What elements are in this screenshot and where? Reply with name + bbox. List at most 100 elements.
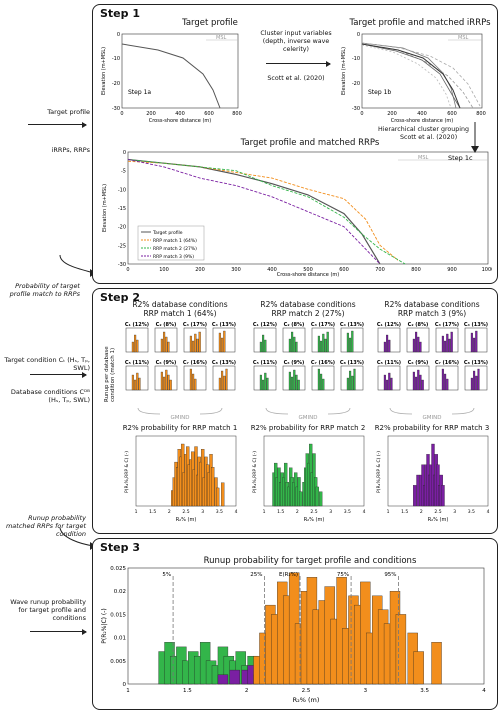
condition-label: C₂ (8%) <box>156 322 177 328</box>
db-conditions-title: R2% database conditions <box>132 300 228 309</box>
xtick: 3 <box>329 509 332 515</box>
gmind-label: GMIND <box>171 415 190 420</box>
xtick: 1.5 <box>401 509 408 515</box>
mini-bar <box>386 379 389 391</box>
mini-bar <box>475 375 478 391</box>
ytick: -20 <box>352 81 360 87</box>
mini-bar <box>446 333 449 353</box>
rrp-match-title: RRP match 1 (64%) <box>143 309 217 318</box>
condition-label: C₁ (12%) <box>253 322 277 328</box>
hier-arrow <box>471 122 479 153</box>
mini-bar <box>297 379 300 391</box>
mini-bar <box>473 370 476 391</box>
step3-chart-title: Runup probability for target profile and… <box>203 556 417 566</box>
xtick: 4 <box>487 509 490 515</box>
gmind-brace <box>137 407 223 415</box>
step1a-yticks: 0 -10 -20 -30 <box>112 32 120 112</box>
ytick: 0 <box>123 682 127 688</box>
condition-label: C₃ (17%) <box>435 322 459 328</box>
mini-bar <box>221 337 224 353</box>
prob-xlabel: R₂% (m) <box>304 517 325 523</box>
mini-bar <box>412 371 415 391</box>
step3-xticks: 1 1.5 2 2.5 3 3.5 4 <box>126 688 486 694</box>
prob-chart: 1 1.5 2 2.5 3 3.5 4 R₂% (m) P(R₂%,RRP & C) (-) <box>376 435 490 523</box>
gmind-label: GMIND <box>423 415 442 420</box>
step1b-irrp-line <box>361 42 457 109</box>
step1-title: Step 1 <box>100 7 140 20</box>
mini-bar <box>417 336 420 353</box>
mini-bar <box>163 376 166 391</box>
mini-bar <box>196 338 199 353</box>
mini-bar <box>448 338 451 353</box>
condition-label: C₅ (11%) <box>377 360 401 366</box>
condition-label: C₇ (16%) <box>183 360 207 366</box>
mini-bar <box>470 377 473 391</box>
xtick: 2.5 <box>302 688 311 694</box>
mini-bar <box>317 335 320 353</box>
xtick: 600 <box>204 111 214 117</box>
mini-bar <box>264 372 267 391</box>
mini-bar <box>259 374 262 391</box>
mini-bar <box>291 331 294 353</box>
xtick: 2.5 <box>310 509 317 515</box>
mini-bar <box>450 331 453 353</box>
step1c-plot-frame <box>127 151 489 265</box>
percentile-label: 75% <box>337 572 349 578</box>
mini-bar <box>317 368 320 391</box>
condition-label: C₁ (12%) <box>377 322 401 328</box>
mini-bar <box>415 331 418 353</box>
condition-label: C₃ (17%) <box>183 322 207 328</box>
xtick: 3.5 <box>344 509 351 515</box>
step1a-plot-frame <box>121 33 239 109</box>
mini-bar <box>421 379 424 391</box>
step1a-panel-title: Target profile <box>182 18 238 28</box>
step1c-yticks: 0 -5 -10 -15 -20 -25 -30 <box>118 150 126 268</box>
mini-bar <box>346 332 349 353</box>
step1a-target-line <box>121 43 221 109</box>
condition-label: C₄ (13%) <box>212 322 236 328</box>
xtick: 1.5 <box>277 509 284 515</box>
mini-bar <box>198 331 201 353</box>
xtick: 3.5 <box>216 509 223 515</box>
mini-bar <box>386 334 389 353</box>
step1b-irrp-line <box>361 42 481 107</box>
ytick: 0.005 <box>110 659 126 665</box>
xtick: 1.5 <box>149 509 156 515</box>
mini-bar <box>160 371 163 391</box>
ytick: 0.025 <box>110 566 126 572</box>
xtick: 1 <box>263 509 266 515</box>
mini-bar <box>388 372 391 391</box>
mini-bar <box>223 330 226 353</box>
ytick: -20 <box>118 225 126 231</box>
mini-bar <box>349 337 352 353</box>
step1b-xlabel: Cross-shore distance (m) <box>391 118 454 124</box>
mini-bar <box>383 341 386 353</box>
gmind-brace <box>389 407 475 415</box>
step1c-msl: MSL <box>418 155 428 161</box>
condition-label: C₂ (8%) <box>284 322 305 328</box>
condition-label: C₆ (9%) <box>156 360 177 366</box>
rrp-series-line <box>127 159 406 265</box>
ytick: -5 <box>121 169 126 175</box>
mini-bar <box>288 371 291 391</box>
mini-bar <box>291 376 294 391</box>
percentile-label: 25% <box>250 572 262 578</box>
curved-arrow-2 <box>59 528 96 550</box>
ytick: -10 <box>352 56 360 62</box>
prob-chart: 1 1.5 2 2.5 3 3.5 4 R₂% (m) P(R₂%,RRP & C) (-) <box>252 435 366 523</box>
xtick: 1.5 <box>183 688 192 694</box>
prob-title: R2% probability for RRP match 2 <box>250 424 366 432</box>
mini-bar <box>470 332 473 353</box>
xtick: 600 <box>447 111 457 117</box>
xtick: 400 <box>267 267 277 273</box>
cluster-ref: Scott et al. (2020) <box>267 75 325 82</box>
rrp-series-line <box>127 159 381 265</box>
ytick: -10 <box>112 56 120 62</box>
xtick: 1000 <box>482 267 492 273</box>
mini-bar <box>351 375 354 391</box>
condition-label: C₈ (13%) <box>464 360 488 366</box>
prob-title: R2% probability for RRP match 1 <box>122 424 238 432</box>
mini-bar <box>134 379 137 391</box>
condition-label: C₄ (13%) <box>464 322 488 328</box>
hier-ref: Scott et al. (2020) <box>400 134 458 141</box>
